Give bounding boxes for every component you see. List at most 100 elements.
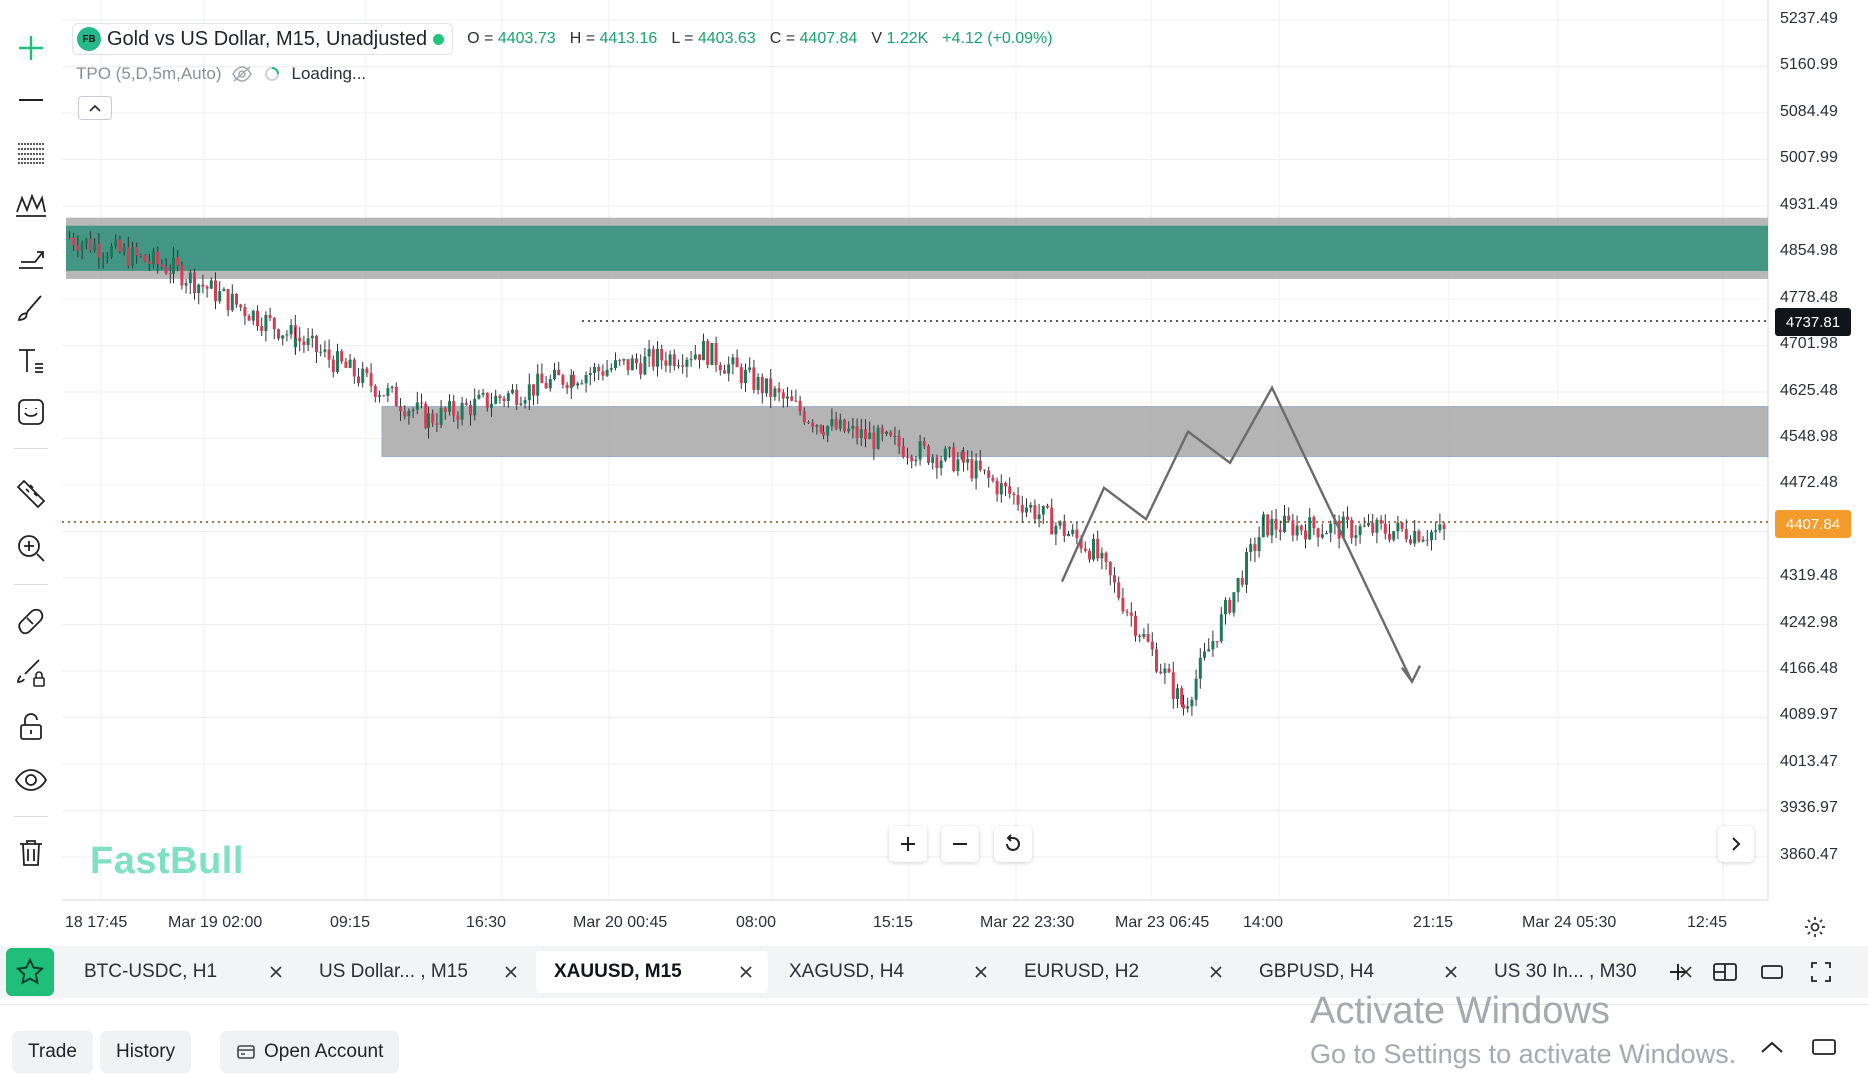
- candle-down: [1291, 520, 1295, 536]
- candle-down: [68, 237, 71, 239]
- candle-down: [651, 349, 655, 367]
- fib-retracement-icon: [18, 143, 44, 164]
- horizontal-line-tool-button[interactable]: [7, 78, 55, 122]
- price-chart[interactable]: [62, 0, 1868, 950]
- candle-down: [1371, 522, 1375, 533]
- candle-up: [448, 401, 451, 412]
- candle-up: [390, 386, 394, 389]
- candle-down: [601, 371, 605, 376]
- collapse-panel-button[interactable]: [1756, 1031, 1788, 1063]
- close-tab-button[interactable]: [734, 960, 758, 984]
- candle-up: [677, 365, 680, 367]
- candle-up: [553, 369, 556, 380]
- crosshair-tool-button[interactable]: [7, 26, 55, 70]
- candle-down: [1050, 507, 1054, 535]
- prediction-tool-button[interactable]: [7, 234, 55, 278]
- candle-up: [110, 245, 113, 257]
- close-tab-button[interactable]: [1439, 960, 1463, 984]
- candle-up: [1354, 535, 1358, 538]
- hide-indicator-icon[interactable]: [231, 65, 253, 83]
- ohlc-open: O = 4403.73: [467, 30, 556, 47]
- trade-button[interactable]: Trade: [12, 1031, 93, 1073]
- pattern-tool-button[interactable]: [7, 182, 55, 226]
- candle-up: [756, 376, 760, 390]
- candle-up: [851, 425, 855, 429]
- candle-up: [1270, 518, 1274, 536]
- close-icon: [270, 966, 282, 978]
- time-tick-label: 12:45: [1687, 914, 1728, 931]
- ruler-tool-button[interactable]: [7, 472, 55, 516]
- history-button[interactable]: History: [100, 1031, 192, 1073]
- fib-tool-button[interactable]: [7, 130, 55, 174]
- text-tool-button[interactable]: [7, 338, 55, 382]
- eye-icon: [14, 769, 48, 791]
- chart-tab-label: XAUUSD, M15: [554, 961, 682, 982]
- candle-up: [1198, 657, 1202, 679]
- candle-up: [361, 368, 365, 383]
- candle-down: [1012, 493, 1016, 496]
- projection-path: [1060, 385, 1414, 683]
- reset-icon: [1006, 834, 1020, 851]
- zoom-in-button[interactable]: [889, 826, 927, 862]
- close-tab-button[interactable]: [264, 960, 288, 984]
- candle-up: [956, 459, 960, 471]
- candle-up: [323, 349, 327, 352]
- candle-up: [605, 369, 609, 376]
- chart-tab[interactable]: GBPUSD, H4: [1241, 951, 1473, 993]
- indicator-name[interactable]: TPO (5,D,5m,Auto): [76, 64, 222, 83]
- open-account-button[interactable]: Open Account: [220, 1031, 400, 1073]
- panel-window-button[interactable]: [1808, 1031, 1840, 1063]
- candle-down: [1125, 611, 1129, 613]
- candle-down: [618, 360, 622, 362]
- close-tab-button[interactable]: [1204, 960, 1228, 984]
- chart-tab[interactable]: US Dollar... , M15: [301, 951, 533, 993]
- candle-up: [943, 448, 947, 461]
- lock-all-tool-button[interactable]: [7, 704, 55, 748]
- candle-up: [1341, 516, 1345, 539]
- emoji-tool-button[interactable]: [7, 390, 55, 434]
- candle-down: [1400, 522, 1404, 529]
- candle-up: [523, 400, 527, 404]
- candle-down: [243, 307, 247, 316]
- zoom-in-tool-button[interactable]: [7, 526, 55, 570]
- layout-button[interactable]: [1709, 956, 1741, 988]
- candle-down: [315, 335, 318, 353]
- collapse-legend-button[interactable]: [78, 96, 112, 120]
- trading-panel: Trade History Open Account: [0, 1004, 1868, 1087]
- lock-drawing-tool-button[interactable]: [7, 650, 55, 694]
- ohlc-low: L = 4403.63: [671, 30, 756, 47]
- toolbar-divider: [14, 816, 48, 817]
- candle-down: [991, 477, 995, 481]
- scroll-to-latest-button[interactable]: [1718, 826, 1754, 862]
- chart-tab[interactable]: BTC-USDC, H1: [66, 951, 298, 993]
- chart-tab-label: US Dollar... , M15: [319, 961, 468, 982]
- chart-tab[interactable]: XAGUSD, H4: [771, 951, 1003, 993]
- fullscreen-button[interactable]: [1805, 956, 1837, 988]
- add-tab-button[interactable]: [1662, 956, 1694, 988]
- chart-tab[interactable]: XAUUSD, M15: [536, 951, 768, 993]
- chart-settings-button[interactable]: [1800, 912, 1830, 942]
- symbol-selector[interactable]: FB Gold vs US Dollar, M15, Unadjusted: [72, 23, 454, 55]
- brush-tool-button[interactable]: [7, 286, 55, 330]
- reset-chart-button[interactable]: [994, 826, 1032, 862]
- candle-down: [357, 376, 360, 383]
- candle-up: [948, 447, 951, 449]
- close-tab-button[interactable]: [969, 960, 993, 984]
- star-icon: [15, 957, 45, 985]
- price-tick-label: 4089.97: [1780, 706, 1838, 723]
- chart-area[interactable]: [62, 0, 1868, 950]
- plus-icon: [1670, 964, 1686, 980]
- chart-tab[interactable]: EURUSD, H2: [1006, 951, 1238, 993]
- zoom-out-button[interactable]: [941, 826, 979, 862]
- candle-up: [506, 393, 510, 401]
- candle-up: [830, 419, 834, 427]
- magnet-tool-button[interactable]: [7, 598, 55, 642]
- favorites-button[interactable]: [6, 948, 54, 996]
- visibility-tool-button[interactable]: [7, 758, 55, 802]
- price-tick-label: 4548.98: [1780, 428, 1838, 445]
- single-view-button[interactable]: [1756, 956, 1788, 988]
- candle-down: [1159, 671, 1163, 674]
- delete-drawings-button[interactable]: [7, 830, 55, 874]
- close-tab-button[interactable]: [499, 960, 523, 984]
